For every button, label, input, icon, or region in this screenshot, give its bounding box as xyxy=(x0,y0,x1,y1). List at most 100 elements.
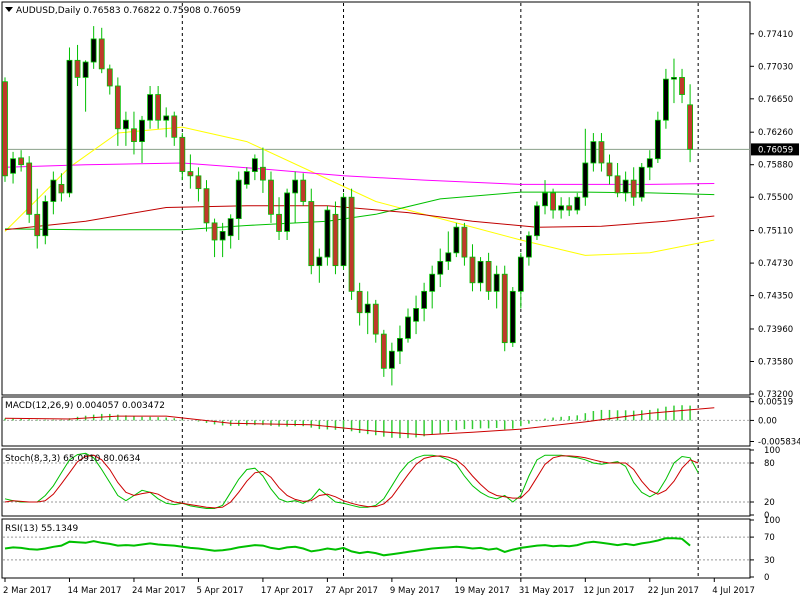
candle[interactable] xyxy=(413,295,419,335)
candle[interactable] xyxy=(66,47,73,198)
candle[interactable] xyxy=(663,68,669,129)
candle[interactable] xyxy=(58,173,65,202)
candle[interactable] xyxy=(687,84,693,163)
candle[interactable] xyxy=(114,77,121,146)
candle[interactable] xyxy=(268,171,274,223)
candle[interactable] xyxy=(558,197,565,219)
candle[interactable] xyxy=(469,244,476,292)
candle[interactable] xyxy=(203,180,210,232)
candle[interactable] xyxy=(622,171,629,202)
candle[interactable] xyxy=(574,192,581,215)
candle[interactable] xyxy=(106,64,113,95)
rsi-panel[interactable]: 100 70 30 0 xyxy=(3,516,780,583)
candle[interactable] xyxy=(630,167,637,206)
candle[interactable] xyxy=(679,68,685,104)
candle[interactable] xyxy=(50,171,57,215)
candle[interactable] xyxy=(18,150,25,172)
candle[interactable] xyxy=(171,111,178,146)
candle[interactable] xyxy=(332,201,339,275)
candle-body xyxy=(123,119,129,130)
price-ytick-label-2: 0.76650 xyxy=(758,95,793,105)
candle[interactable] xyxy=(227,214,234,249)
candle[interactable] xyxy=(195,167,202,202)
candle[interactable] xyxy=(316,248,323,283)
candle[interactable] xyxy=(219,222,226,258)
candle[interactable] xyxy=(501,265,508,352)
candle[interactable] xyxy=(90,26,97,69)
stochastic-panel[interactable]: 100 80 20 0 xyxy=(3,446,780,521)
candle[interactable] xyxy=(82,60,89,112)
candle[interactable] xyxy=(614,162,621,198)
candle[interactable] xyxy=(26,156,33,223)
candle[interactable] xyxy=(477,257,484,292)
candle[interactable] xyxy=(308,188,315,275)
candle[interactable] xyxy=(139,115,145,163)
candle[interactable] xyxy=(235,171,242,240)
candle[interactable] xyxy=(397,325,403,365)
candle[interactable] xyxy=(260,147,266,193)
candle[interactable] xyxy=(372,299,379,343)
candle[interactable] xyxy=(534,201,540,240)
candle[interactable] xyxy=(388,342,395,386)
candle[interactable] xyxy=(542,180,548,215)
candle[interactable] xyxy=(598,133,605,172)
candle[interactable] xyxy=(582,128,589,206)
candle[interactable] xyxy=(453,222,460,258)
candle-body xyxy=(638,166,645,198)
candle[interactable] xyxy=(429,265,436,309)
candle[interactable] xyxy=(493,265,500,309)
candle[interactable] xyxy=(147,85,153,129)
candle[interactable] xyxy=(98,27,105,74)
candle[interactable] xyxy=(590,133,597,172)
candle[interactable] xyxy=(364,291,371,335)
candle[interactable] xyxy=(517,252,524,309)
candle[interactable] xyxy=(276,197,282,240)
candle[interactable] xyxy=(421,282,428,322)
candle[interactable] xyxy=(509,287,516,347)
candle-body xyxy=(251,158,258,172)
candle[interactable] xyxy=(251,154,258,181)
candle[interactable] xyxy=(550,188,556,219)
candle[interactable] xyxy=(485,252,492,300)
candle[interactable] xyxy=(211,218,218,258)
candle[interactable] xyxy=(292,171,299,223)
candle[interactable] xyxy=(646,150,653,181)
candle[interactable] xyxy=(348,188,355,300)
candle[interactable] xyxy=(10,151,16,184)
candle[interactable] xyxy=(123,111,129,146)
candle[interactable] xyxy=(300,173,307,206)
candle[interactable] xyxy=(638,162,645,202)
candle[interactable] xyxy=(437,248,444,288)
candle-body xyxy=(227,218,234,237)
candle[interactable] xyxy=(671,58,677,104)
candle[interactable] xyxy=(2,77,8,182)
candle[interactable] xyxy=(606,154,613,185)
candle-body xyxy=(18,157,25,166)
candle[interactable] xyxy=(526,231,532,266)
candle[interactable] xyxy=(74,44,81,86)
candle[interactable] xyxy=(340,192,347,270)
candle[interactable] xyxy=(380,329,387,377)
candle[interactable] xyxy=(42,195,49,245)
candle[interactable] xyxy=(461,222,468,266)
price-panel[interactable]: 0.77410 0.77030 0.76650 0.76260 0.75880 0.755… xyxy=(2,26,800,400)
candle[interactable] xyxy=(155,85,162,129)
candle[interactable] xyxy=(405,308,411,343)
candle[interactable] xyxy=(34,188,41,249)
symbol-menu-icon[interactable] xyxy=(5,7,13,12)
candle[interactable] xyxy=(654,111,661,163)
candle[interactable] xyxy=(163,107,170,138)
candle[interactable] xyxy=(179,133,186,181)
price-ytick-label-11: 0.73200 xyxy=(758,390,793,400)
candle[interactable] xyxy=(356,282,363,326)
candle[interactable] xyxy=(445,231,452,270)
candle[interactable] xyxy=(284,188,291,240)
candle[interactable] xyxy=(566,197,573,217)
candle[interactable] xyxy=(243,167,250,189)
candle[interactable] xyxy=(187,154,194,189)
candle[interactable] xyxy=(324,205,331,266)
candle[interactable] xyxy=(131,111,137,155)
macd-panel[interactable]: 0.00519 0.00 -0.005834 xyxy=(3,398,800,448)
